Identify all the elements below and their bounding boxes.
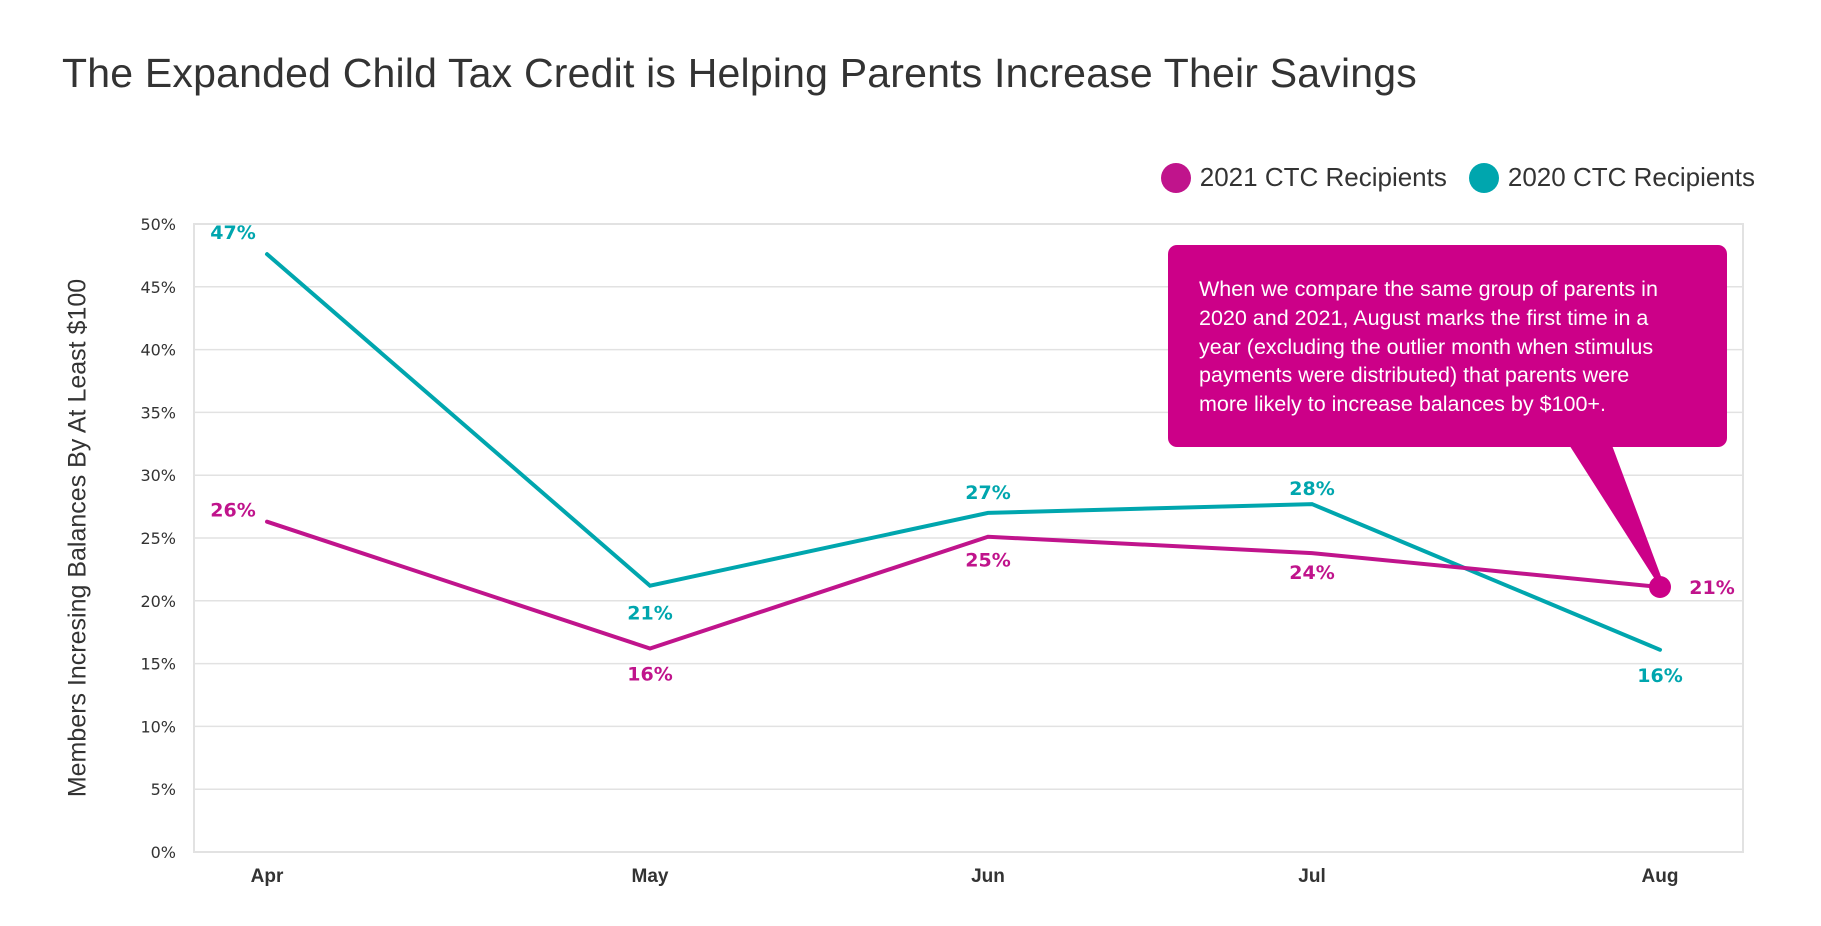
data-label-2020: 21% [627, 603, 672, 625]
y-tick-label: 40% [140, 341, 176, 360]
data-label-2021: 16% [627, 664, 672, 686]
y-tick-label: 15% [140, 655, 176, 674]
y-tick-label: 5% [151, 780, 176, 799]
legend-label-2020: 2020 CTC Recipients [1507, 162, 1755, 192]
callout-pointer [1566, 440, 1662, 581]
callout-line: year (excluding the outlier month when s… [1199, 334, 1654, 359]
y-tick-label: 0% [151, 843, 176, 862]
y-tick-label: 45% [140, 278, 176, 297]
legend-item-2021: 2021 CTC Recipients [1160, 162, 1447, 193]
data-label-2020: 27% [965, 482, 1010, 504]
callout-line: 2020 and 2021, August marks the first ti… [1199, 305, 1649, 330]
x-axis-ticks: Apr May Jun Jul Aug [251, 866, 1679, 887]
data-label-2021: 26% [210, 500, 255, 522]
annotation-callout: When we compare the same group of parent… [1168, 245, 1727, 447]
legend-label-2021: 2021 CTC Recipients [1199, 162, 1447, 192]
y-tick-label: 50% [140, 215, 176, 234]
data-label-2021: 21% [1689, 577, 1734, 599]
data-labels: 26% 16% 25% 24% 21% 47% 21% 27% 28% 16% [210, 222, 1734, 687]
callout-line: more likely to increase balances by $100… [1199, 392, 1606, 417]
callout-line: payments were distributed) that parents … [1199, 363, 1630, 388]
data-label-2020: 47% [210, 222, 255, 244]
chart-title: The Expanded Child Tax Credit is Helping… [62, 50, 1418, 96]
y-tick-label: 10% [140, 717, 176, 736]
x-tick-label: Jul [1298, 866, 1325, 887]
callout-line: When we compare the same group of parent… [1199, 277, 1658, 301]
highlight-point-aug-2021 [1649, 575, 1671, 598]
legend: 2021 CTC Recipients 2020 CTC Recipients [1139, 162, 1755, 193]
data-label-2021: 24% [1289, 562, 1334, 584]
series-lines [265, 252, 1671, 652]
legend-item-2020: 2020 CTC Recipients [1468, 162, 1755, 193]
y-tick-label: 20% [140, 592, 176, 611]
series-line-2020 [265, 252, 1662, 652]
x-tick-label: Apr [251, 866, 284, 887]
x-tick-label: May [632, 866, 669, 887]
data-label-2020: 28% [1289, 478, 1334, 500]
y-tick-label: 35% [140, 403, 176, 422]
series-line-2021 [265, 519, 1662, 651]
legend-marker-2020 [1468, 162, 1499, 193]
x-tick-label: Aug [1642, 866, 1679, 887]
data-label-2020: 16% [1637, 665, 1682, 687]
y-axis-ticks: 0% 5% 10% 15% 20% 25% 30% 35% 40% 45% 50% [140, 215, 176, 862]
data-label-2021: 25% [965, 550, 1010, 572]
x-tick-label: Jun [971, 866, 1005, 887]
y-tick-label: 25% [140, 529, 176, 548]
legend-marker-2021 [1160, 162, 1191, 193]
y-tick-label: 30% [140, 466, 176, 485]
